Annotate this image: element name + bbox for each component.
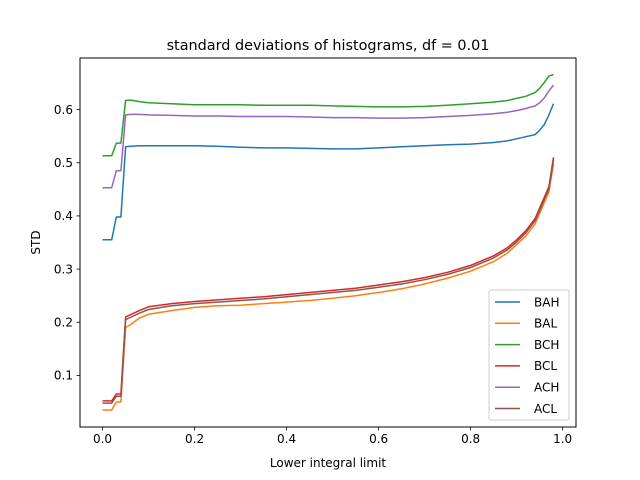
y-tick-label: 0.5 xyxy=(54,156,73,170)
y-tick-label: 0.6 xyxy=(54,103,73,117)
x-tick-label: 0.4 xyxy=(277,432,296,446)
chart-title: standard deviations of histograms, df = … xyxy=(167,38,490,54)
legend-label-bah: BAH xyxy=(534,295,559,309)
legend-frame xyxy=(489,290,569,420)
x-tick-label: 0.8 xyxy=(461,432,480,446)
x-tick-label: 0.2 xyxy=(185,432,204,446)
legend: BAH BAL BCH BCL ACH ACL xyxy=(489,290,569,420)
x-tick-label: 0.6 xyxy=(369,432,388,446)
y-tick-label: 0.1 xyxy=(54,369,73,383)
y-tick-label: 0.3 xyxy=(54,262,73,276)
legend-label-bcl: BCL xyxy=(534,359,557,373)
x-axis-label: Lower integral limit xyxy=(270,456,387,470)
x-tick-label: 0.0 xyxy=(93,432,112,446)
legend-label-bch: BCH xyxy=(534,338,559,352)
legend-label-bal: BAL xyxy=(534,317,557,331)
x-tick-label: 1.0 xyxy=(553,432,572,446)
legend-label-ach: ACH xyxy=(534,381,559,395)
y-axis-label: STD xyxy=(29,230,43,254)
y-tick-label: 0.4 xyxy=(54,209,73,223)
y-tick-label: 0.2 xyxy=(54,315,73,329)
legend-label-acl: ACL xyxy=(534,402,557,416)
